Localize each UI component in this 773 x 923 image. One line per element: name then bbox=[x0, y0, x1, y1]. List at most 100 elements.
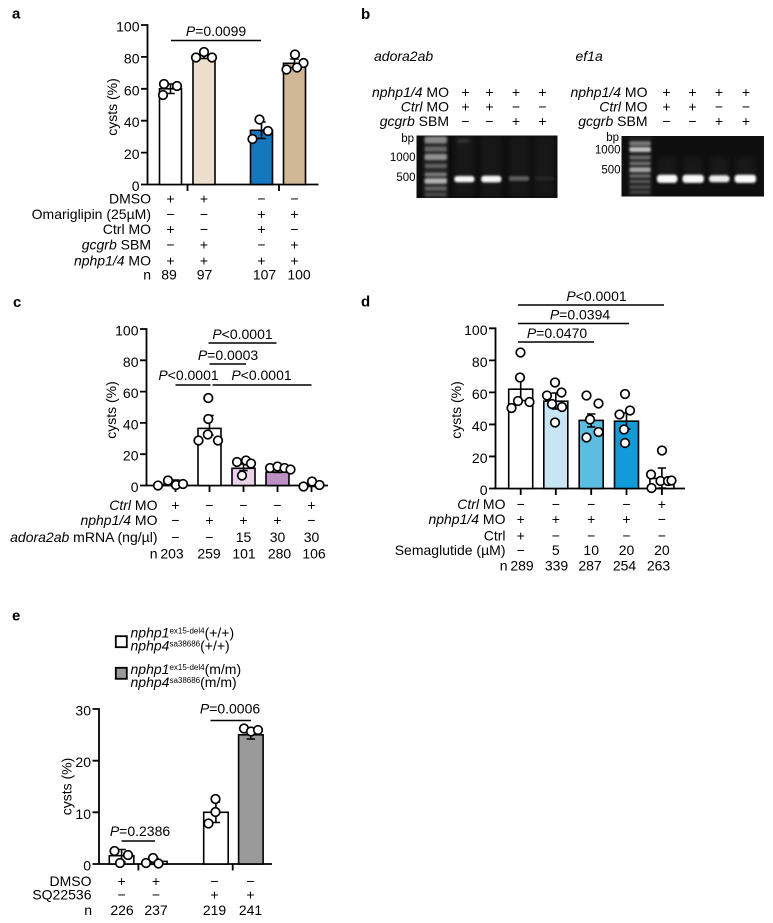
svg-text:40: 40 bbox=[124, 114, 140, 130]
svg-text:P=0.0394: P=0.0394 bbox=[550, 307, 611, 323]
svg-text:gcgrb SBM: gcgrb SBM bbox=[82, 237, 151, 253]
svg-text:−: − bbox=[273, 497, 281, 513]
svg-text:+: + bbox=[688, 99, 696, 115]
svg-text:+: + bbox=[485, 99, 493, 115]
svg-text:−: − bbox=[239, 497, 247, 513]
svg-text:nphp1/4 MO: nphp1/4 MO bbox=[428, 511, 505, 527]
svg-text:100: 100 bbox=[287, 267, 311, 283]
svg-text:nphp1/4 MO: nphp1/4 MO bbox=[372, 84, 449, 100]
svg-text:30: 30 bbox=[270, 529, 286, 545]
svg-text:gcgrb SBM: gcgrb SBM bbox=[380, 113, 449, 129]
svg-text:500: 500 bbox=[601, 165, 620, 177]
svg-text:+: + bbox=[205, 512, 213, 528]
svg-text:5: 5 bbox=[552, 542, 560, 558]
svg-text:+: + bbox=[485, 84, 493, 100]
svg-text:n: n bbox=[150, 546, 158, 562]
svg-text:+: + bbox=[273, 512, 281, 528]
svg-text:0: 0 bbox=[480, 482, 488, 498]
svg-text:+: + bbox=[662, 99, 670, 115]
svg-text:+: + bbox=[257, 206, 265, 222]
svg-text:−: − bbox=[658, 511, 666, 527]
svg-text:+: + bbox=[152, 873, 160, 889]
svg-text:40: 40 bbox=[472, 418, 488, 434]
svg-text:−: − bbox=[715, 99, 723, 115]
svg-text:−: − bbox=[307, 512, 315, 528]
svg-text:d: d bbox=[361, 294, 370, 311]
svg-text:+: + bbox=[512, 84, 520, 100]
svg-text:237: 237 bbox=[144, 902, 168, 918]
svg-text:259: 259 bbox=[197, 546, 221, 562]
svg-text:−: − bbox=[171, 529, 179, 545]
svg-text:101: 101 bbox=[232, 546, 256, 562]
svg-text:287: 287 bbox=[578, 557, 602, 573]
svg-text:339: 339 bbox=[545, 557, 569, 573]
svg-text:107: 107 bbox=[253, 267, 277, 283]
svg-text:−: − bbox=[205, 497, 213, 513]
svg-text:+: + bbox=[290, 253, 298, 269]
svg-text:nphp1ex15-del4(+/+): nphp1ex15-del4(+/+) bbox=[131, 625, 235, 641]
svg-text:P=0.0003: P=0.0003 bbox=[198, 347, 259, 363]
svg-text:Ctrl MO: Ctrl MO bbox=[401, 99, 449, 115]
svg-text:a: a bbox=[12, 6, 21, 23]
svg-text:+: + bbox=[461, 84, 469, 100]
svg-text:+: + bbox=[538, 113, 546, 129]
svg-text:P=0.0006: P=0.0006 bbox=[200, 701, 261, 717]
svg-text:−: − bbox=[587, 527, 595, 543]
svg-text:−: − bbox=[152, 887, 160, 903]
svg-text:+: + bbox=[662, 84, 670, 100]
svg-text:1000: 1000 bbox=[390, 152, 416, 164]
svg-text:+: + bbox=[210, 887, 218, 903]
svg-text:+: + bbox=[517, 511, 525, 527]
svg-text:219: 219 bbox=[203, 902, 227, 918]
svg-text:+: + bbox=[658, 496, 666, 512]
svg-text:+: + bbox=[622, 511, 630, 527]
svg-text:80: 80 bbox=[124, 50, 140, 66]
svg-text:−: − bbox=[622, 527, 630, 543]
svg-text:+: + bbox=[166, 191, 174, 207]
svg-text:−: − bbox=[118, 887, 126, 903]
svg-text:263: 263 bbox=[647, 557, 671, 573]
svg-text:−: − bbox=[662, 113, 670, 129]
svg-text:97: 97 bbox=[197, 267, 213, 283]
svg-text:15: 15 bbox=[236, 529, 252, 545]
svg-text:−: − bbox=[485, 113, 493, 129]
svg-text:−: − bbox=[166, 237, 174, 253]
svg-text:+: + bbox=[290, 206, 298, 222]
svg-text:226: 226 bbox=[110, 902, 134, 918]
svg-text:−: − bbox=[688, 113, 696, 129]
svg-text:+: + bbox=[552, 511, 560, 527]
svg-text:60: 60 bbox=[124, 82, 140, 98]
svg-text:n: n bbox=[84, 902, 92, 918]
svg-text:+: + bbox=[239, 512, 247, 528]
svg-text:20: 20 bbox=[124, 146, 140, 162]
svg-text:+: + bbox=[461, 99, 469, 115]
svg-text:203: 203 bbox=[160, 546, 184, 562]
svg-text:DMSO: DMSO bbox=[109, 191, 151, 207]
svg-text:80: 80 bbox=[123, 354, 139, 370]
svg-text:0: 0 bbox=[132, 178, 140, 194]
svg-text:−: − bbox=[257, 191, 265, 207]
svg-text:−: − bbox=[210, 873, 218, 889]
svg-text:Omariglipin (25µM): Omariglipin (25µM) bbox=[32, 206, 151, 222]
svg-text:30: 30 bbox=[304, 529, 320, 545]
svg-text:−: − bbox=[552, 527, 560, 543]
svg-text:P=0.0099: P=0.0099 bbox=[186, 23, 247, 39]
svg-text:500: 500 bbox=[396, 172, 415, 184]
svg-text:−: − bbox=[461, 113, 469, 129]
svg-text:Ctrl MO: Ctrl MO bbox=[599, 99, 647, 115]
svg-text:−: − bbox=[166, 206, 174, 222]
svg-text:100: 100 bbox=[464, 322, 488, 338]
svg-text:P<0.0001: P<0.0001 bbox=[566, 288, 627, 304]
svg-text:nphp1/4 MO: nphp1/4 MO bbox=[570, 84, 647, 100]
svg-text:20: 20 bbox=[123, 448, 139, 464]
svg-text:cysts (%): cysts (%) bbox=[448, 381, 464, 439]
svg-text:+: + bbox=[517, 527, 525, 543]
svg-text:+: + bbox=[307, 497, 315, 513]
svg-text:289: 289 bbox=[510, 557, 534, 573]
svg-text:n: n bbox=[143, 267, 151, 283]
svg-text:nphp1/4 MO: nphp1/4 MO bbox=[80, 512, 157, 528]
svg-text:+: + bbox=[257, 253, 265, 269]
svg-text:+: + bbox=[246, 887, 254, 903]
svg-text:−: − bbox=[246, 873, 254, 889]
svg-text:adora2ab: adora2ab bbox=[374, 48, 433, 64]
